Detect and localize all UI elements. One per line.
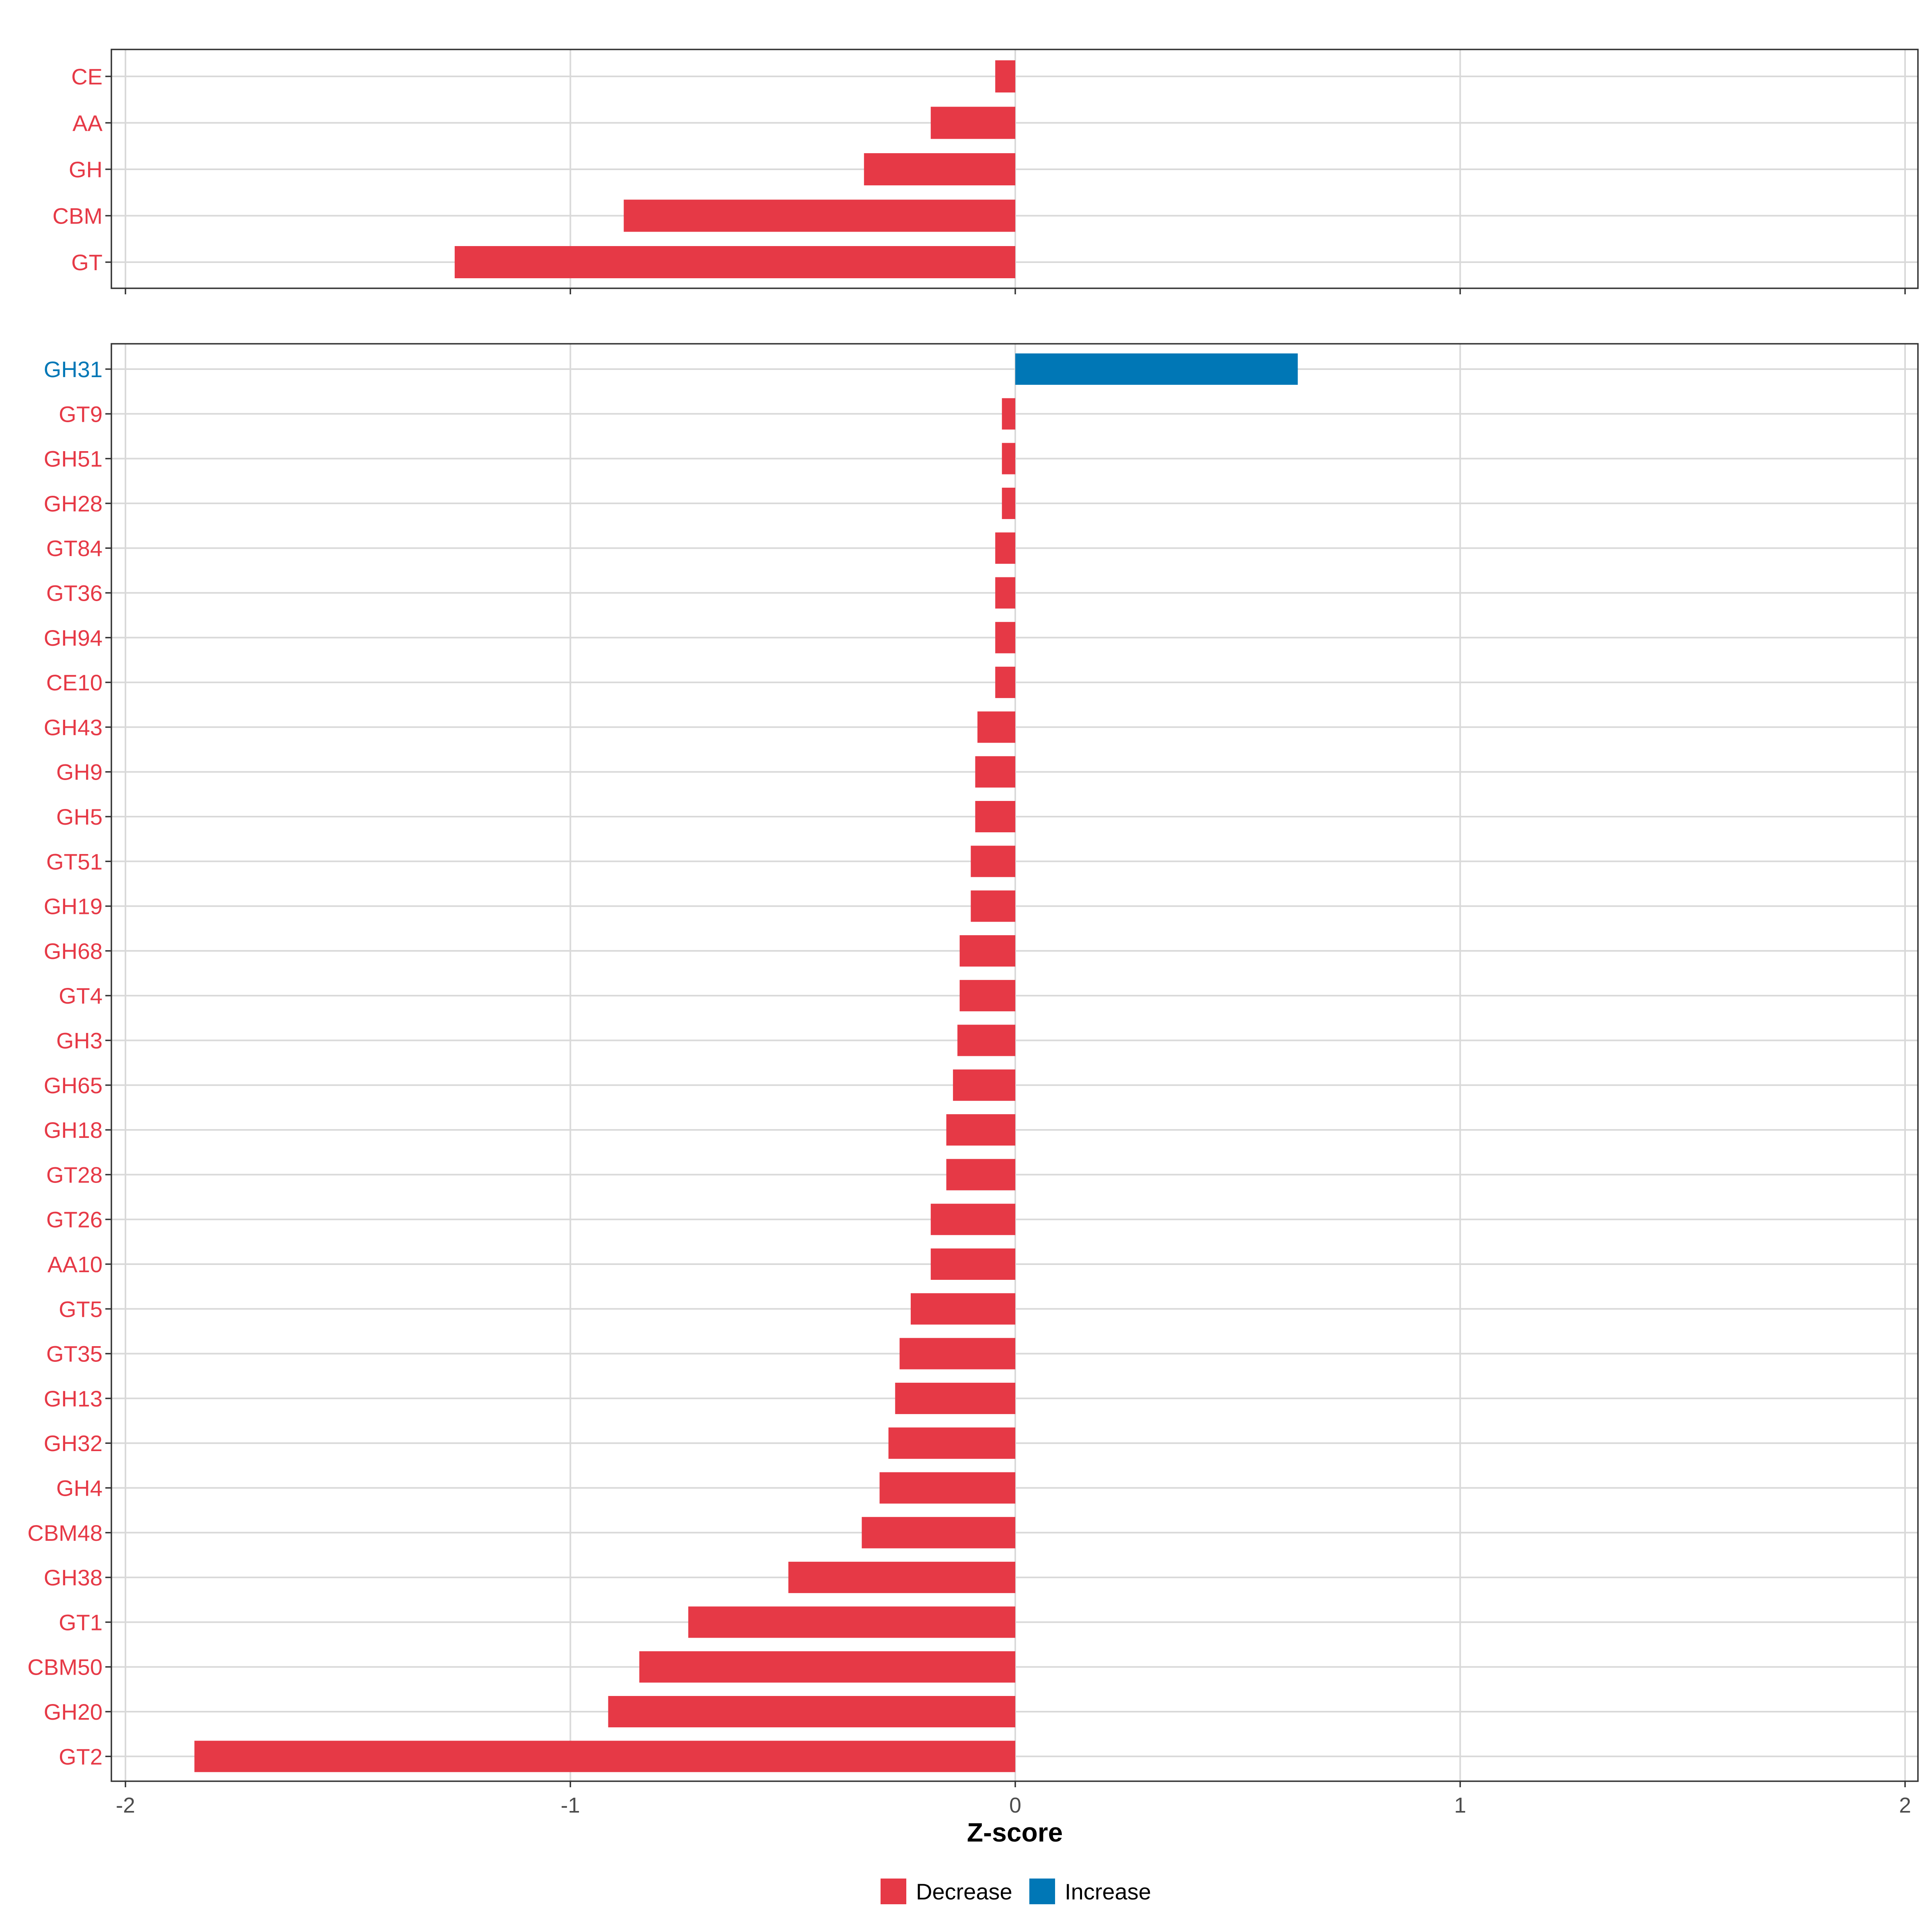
- bar-gh94: [995, 622, 1015, 653]
- x-axis-tick-label: -2: [116, 1793, 135, 1817]
- bar-gh4: [879, 1472, 1015, 1504]
- y-axis-label-gh65: GH65: [44, 1073, 103, 1098]
- y-axis-label-gh18: GH18: [44, 1117, 103, 1143]
- y-axis-label-gt84: GT84: [46, 536, 103, 561]
- top-panel: CE AA GH CBM GT: [53, 49, 1919, 294]
- bar-gt2: [194, 1741, 1015, 1772]
- bar-aa10: [930, 1248, 1015, 1280]
- y-axis-label-cbm48: CBM48: [27, 1520, 103, 1546]
- y-axis-label-gh3: GH3: [56, 1028, 103, 1053]
- y-axis-label-gt4: GT4: [59, 983, 103, 1008]
- x-axis-title: Z-score: [967, 1817, 1063, 1847]
- y-axis-label-gh: GH: [69, 157, 103, 182]
- top-panel-bars: [454, 60, 1015, 278]
- y-axis-label-cbm50: CBM50: [27, 1655, 103, 1680]
- legend-swatch-decrease: [881, 1879, 906, 1904]
- bar-ce: [995, 60, 1015, 92]
- x-axis-tick-label: 0: [1009, 1793, 1021, 1817]
- bar-gh20: [608, 1696, 1015, 1727]
- y-axis-label-gt51: GT51: [46, 849, 103, 874]
- x-axis-tick-label: 2: [1899, 1793, 1911, 1817]
- bar-gh65: [953, 1069, 1015, 1101]
- y-axis-label-gh94: GH94: [44, 625, 103, 651]
- bar-cbm50: [639, 1651, 1015, 1683]
- y-axis-label-ce10: CE10: [46, 670, 103, 695]
- bar-gh: [864, 153, 1015, 185]
- bar-gt36: [995, 577, 1015, 609]
- bar-gt1: [688, 1606, 1015, 1638]
- bar-gh19: [971, 890, 1015, 922]
- bar-gh9: [975, 756, 1015, 788]
- y-axis-label-gh28: GH28: [44, 491, 103, 516]
- bar-gt5: [910, 1293, 1015, 1325]
- bar-ce10: [995, 667, 1015, 698]
- x-axis-tick-label: -1: [561, 1793, 580, 1817]
- y-axis-label-gt1: GT1: [59, 1610, 103, 1635]
- y-axis-label-gt26: GT26: [46, 1207, 103, 1232]
- bar-gt9: [1002, 398, 1015, 430]
- y-axis-label-gt36: GT36: [46, 581, 103, 606]
- bar-gt28: [946, 1159, 1015, 1191]
- y-axis-label-gh4: GH4: [56, 1476, 103, 1501]
- y-axis-label-ce: CE: [71, 64, 103, 89]
- bar-gt: [454, 246, 1015, 278]
- y-axis-label-aa: AA: [72, 111, 103, 136]
- bar-gh51: [1002, 443, 1015, 474]
- y-axis-label-gh51: GH51: [44, 446, 103, 472]
- legend-swatch-increase: [1029, 1879, 1055, 1904]
- y-axis-label-gh31: GH31: [44, 357, 103, 382]
- y-axis-label-gt5: GT5: [59, 1296, 103, 1322]
- bar-cbm48: [862, 1517, 1015, 1548]
- bar-gh32: [888, 1427, 1015, 1459]
- y-axis-label-gt35: GT35: [46, 1341, 103, 1367]
- bar-gt4: [959, 980, 1015, 1012]
- bottom-panel-x-axis: -2 -1 0 1 2: [116, 1781, 1911, 1817]
- y-axis-label-gh43: GH43: [44, 714, 103, 740]
- y-axis-label-gh20: GH20: [44, 1699, 103, 1725]
- y-axis-label-gt: GT: [71, 250, 103, 275]
- bar-gh3: [957, 1025, 1015, 1056]
- y-axis-label-gh9: GH9: [56, 760, 103, 785]
- bottom-panel-y-axis: GH31 GT9 GH51 GH28 GT84 GT36 GH94 CE10 GH43 GH9 GH…: [27, 357, 111, 1769]
- bar-gh13: [895, 1382, 1015, 1414]
- y-axis-label-gh13: GH13: [44, 1386, 103, 1411]
- y-axis-label-gh19: GH19: [44, 894, 103, 919]
- bar-gt84: [995, 532, 1015, 564]
- y-axis-label-gh5: GH5: [56, 804, 103, 829]
- legend: Decrease Increase: [881, 1879, 1151, 1904]
- legend-label-decrease: Decrease: [916, 1879, 1012, 1904]
- bottom-panel-bars: [194, 353, 1298, 1772]
- bar-gh28: [1002, 487, 1015, 519]
- top-panel-y-axis: CE AA GH CBM GT: [53, 64, 111, 275]
- top-panel-x-ticks: [125, 288, 1906, 294]
- bar-gh31: [1015, 353, 1298, 385]
- y-axis-label-gt9: GT9: [59, 401, 103, 427]
- y-axis-label-gt28: GT28: [46, 1162, 103, 1187]
- bar-gh38: [788, 1562, 1015, 1593]
- bottom-panel: GH31GT9GH51GH28GT84GT36GH94CE10GH43GH9GH…: [27, 343, 1919, 1817]
- y-axis-label-gt2: GT2: [59, 1744, 103, 1769]
- y-axis-label-cbm: CBM: [53, 203, 103, 229]
- bar-gh5: [975, 801, 1015, 832]
- y-axis-label-gh32: GH32: [44, 1431, 103, 1456]
- bar-cbm: [624, 199, 1015, 232]
- bar-gt51: [971, 846, 1015, 877]
- legend-label-increase: Increase: [1065, 1879, 1151, 1904]
- bar-gh68: [959, 935, 1015, 967]
- bar-aa: [930, 107, 1015, 139]
- bar-gh43: [977, 711, 1015, 743]
- y-axis-label-gh68: GH68: [44, 938, 103, 964]
- bar-gh18: [946, 1114, 1015, 1146]
- y-axis-label-gh38: GH38: [44, 1565, 103, 1590]
- x-axis-tick-label: 1: [1454, 1793, 1466, 1817]
- y-axis-label-aa10: AA10: [47, 1252, 103, 1277]
- bar-gt26: [930, 1203, 1015, 1235]
- bar-gt35: [899, 1338, 1015, 1369]
